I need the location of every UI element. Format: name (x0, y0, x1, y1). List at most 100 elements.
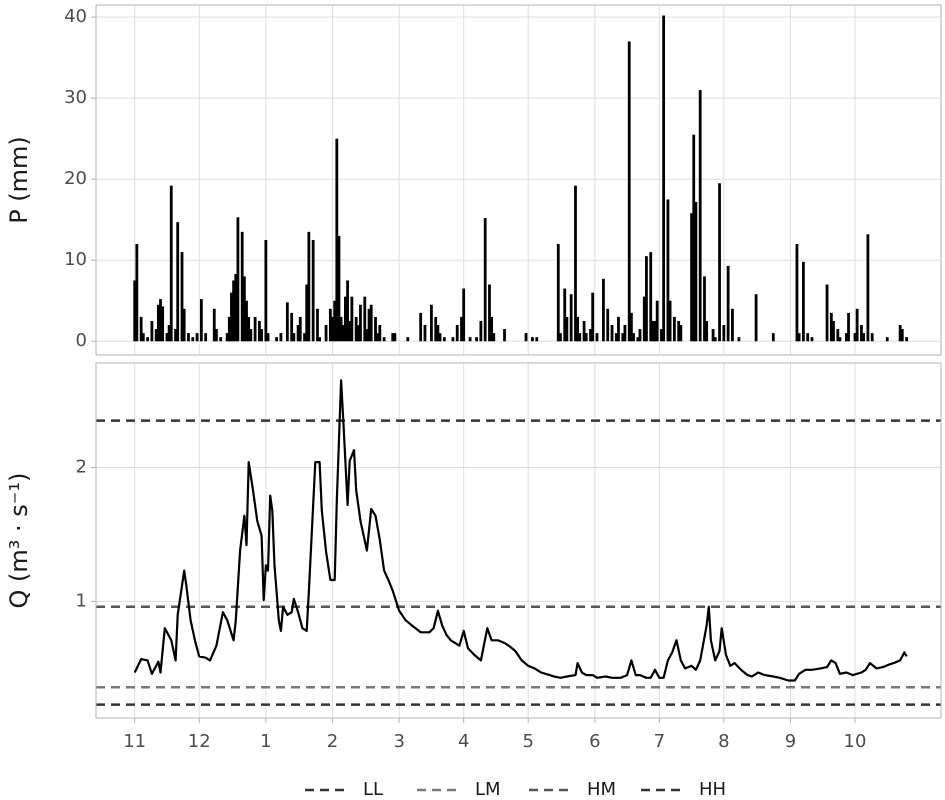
bar (462, 288, 466, 342)
x-tick-label: 12 (188, 731, 211, 752)
bar (191, 337, 195, 342)
bar (232, 280, 236, 342)
bar (195, 333, 199, 342)
bar (825, 284, 829, 342)
panel (96, 5, 941, 355)
bar (419, 312, 423, 342)
bar (367, 308, 371, 342)
panel (96, 363, 941, 718)
bar (623, 325, 627, 342)
bar (141, 333, 145, 342)
bar (531, 337, 534, 342)
bar (156, 304, 160, 342)
bar (266, 333, 270, 342)
bar (559, 333, 562, 342)
bar (249, 329, 253, 342)
bar (591, 292, 595, 342)
bar (844, 333, 848, 342)
bar (356, 325, 360, 342)
bar (337, 235, 341, 342)
bar (275, 337, 279, 342)
bar (290, 312, 294, 342)
bar (666, 199, 670, 342)
bar (303, 333, 306, 342)
y-tick-label: 10 (64, 249, 87, 270)
bar (230, 292, 233, 342)
bar (240, 231, 244, 342)
bar (479, 320, 483, 342)
bar (316, 308, 319, 342)
bar (565, 316, 569, 342)
bar (279, 333, 283, 342)
bar (866, 234, 870, 342)
bar (905, 337, 908, 342)
bar (632, 333, 635, 342)
bar (460, 316, 463, 342)
bar (264, 239, 268, 342)
bar (339, 316, 343, 342)
bar (333, 300, 337, 342)
y-tick-label: 40 (64, 6, 87, 27)
bar (382, 337, 386, 342)
bar (677, 320, 681, 342)
x-tick-label: 5 (522, 731, 533, 752)
bar (488, 284, 491, 342)
bar (378, 325, 382, 342)
bar (328, 308, 332, 342)
x-tick-label: 2 (327, 731, 338, 752)
bar (569, 294, 573, 342)
bar (690, 213, 693, 342)
bar (133, 280, 137, 342)
bar (455, 325, 459, 342)
bar (621, 333, 625, 342)
y-axis-title: Q (m³ · s⁻¹) (5, 473, 33, 609)
bar (563, 288, 567, 342)
bar (801, 261, 805, 342)
bar (556, 244, 560, 342)
legend-label: HM (587, 779, 616, 800)
bar (483, 218, 487, 342)
bar (311, 239, 315, 342)
bar (731, 308, 734, 342)
bar (376, 333, 380, 342)
bar (698, 90, 702, 342)
bar (292, 333, 296, 342)
bar (617, 316, 620, 342)
bar (346, 280, 349, 342)
bar (165, 333, 169, 342)
bar (374, 316, 377, 342)
bar (614, 333, 618, 342)
bar (150, 320, 154, 342)
bar (180, 252, 184, 342)
y-tick-label: 2 (76, 456, 87, 477)
bar (838, 337, 842, 342)
bar (212, 308, 216, 342)
bar (535, 337, 539, 342)
x-tick-label: 8 (718, 731, 729, 752)
bar (606, 308, 610, 342)
bar (341, 325, 345, 342)
bar (589, 329, 592, 342)
bar (161, 306, 165, 342)
bar (860, 325, 863, 342)
bar (434, 316, 438, 342)
bar (578, 333, 582, 342)
legend-label: LL (363, 779, 383, 800)
bar (430, 304, 433, 342)
bar (870, 333, 874, 342)
bar (679, 325, 683, 342)
bar (475, 337, 478, 342)
y-tick-label: 30 (64, 87, 87, 108)
bar (227, 316, 231, 342)
bar (331, 316, 334, 342)
y-tick-label: 0 (76, 330, 87, 351)
bar (234, 273, 238, 342)
y-tick-label: 20 (64, 168, 87, 189)
bar (468, 337, 472, 342)
bar (602, 278, 605, 342)
bar (348, 320, 352, 342)
bar (204, 333, 208, 342)
bar (215, 329, 218, 342)
bar (369, 304, 373, 342)
